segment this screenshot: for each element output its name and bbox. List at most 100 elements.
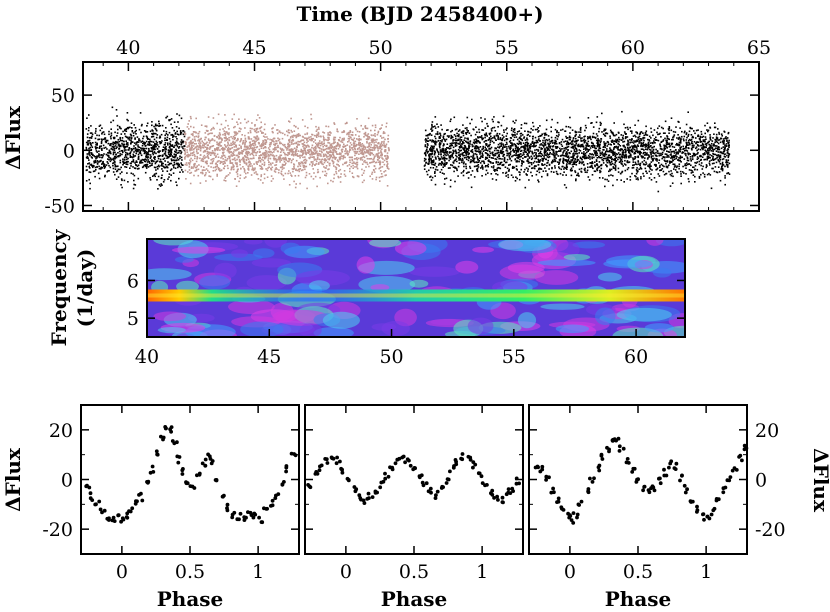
lightcurve-point — [703, 176, 706, 178]
lightcurve-point — [475, 140, 478, 142]
lightcurve-point — [242, 150, 245, 153]
lightcurve-point — [368, 158, 370, 160]
lightcurve-point — [223, 132, 226, 135]
lightcurve-point — [698, 160, 701, 163]
lightcurve-point — [346, 151, 348, 153]
lightcurve-point — [190, 125, 192, 128]
lightcurve-point — [278, 131, 281, 133]
lightcurve-point — [141, 140, 144, 142]
lightcurve-point — [262, 135, 265, 138]
lightcurve-point — [345, 162, 347, 164]
lightcurve-point — [287, 152, 289, 154]
lightcurve-point — [112, 171, 115, 173]
lightcurve-point — [532, 162, 535, 164]
lightcurve-point — [263, 161, 266, 164]
lightcurve-point — [621, 163, 623, 166]
lightcurve-point — [327, 134, 329, 136]
lightcurve-point — [646, 152, 648, 154]
lightcurve-point — [165, 116, 167, 119]
lightcurve-point — [689, 158, 692, 160]
lightcurve-point — [592, 144, 595, 146]
lightcurve-point — [638, 150, 640, 153]
lightcurve-point — [591, 157, 593, 160]
lightcurve-xlabel: Time (BJD 2458400+) — [296, 2, 543, 26]
lightcurve-point — [323, 161, 326, 164]
lightcurve-point — [311, 139, 313, 142]
lightcurve-point — [122, 140, 125, 143]
lightcurve-point — [216, 153, 219, 156]
lightcurve-point — [125, 145, 128, 148]
lightcurve-point — [327, 168, 329, 171]
lightcurve-point — [349, 136, 351, 138]
lightcurve-point — [88, 114, 90, 116]
lightcurve-point — [134, 147, 137, 149]
lightcurve-point — [336, 144, 339, 147]
lightcurve-point — [240, 146, 242, 148]
lightcurve-point — [359, 143, 361, 146]
lightcurve-point — [238, 127, 241, 130]
lightcurve-point — [96, 155, 98, 157]
lightcurve-point — [127, 142, 129, 144]
lightcurve-point — [603, 144, 606, 147]
lightcurve-point — [490, 173, 493, 175]
lightcurve-point — [709, 144, 712, 147]
lightcurve-point — [225, 139, 228, 142]
lightcurve-point — [271, 166, 274, 169]
lightcurve-point — [180, 152, 182, 155]
lightcurve-point — [351, 131, 354, 134]
lightcurve-point — [143, 142, 145, 145]
lightcurve-point — [436, 132, 439, 135]
lightcurve-point — [721, 168, 724, 170]
lightcurve-point — [310, 161, 313, 163]
lightcurve-point — [571, 129, 574, 131]
lightcurve-point — [155, 161, 157, 163]
lightcurve-point — [452, 140, 454, 142]
lightcurve-point — [672, 130, 675, 133]
lightcurve-point — [234, 159, 237, 162]
lightcurve-point — [363, 156, 366, 159]
lightcurve-point — [263, 153, 266, 155]
lightcurve-point — [89, 164, 91, 166]
lightcurve-point — [666, 135, 668, 137]
lightcurve-point — [249, 131, 252, 134]
lightcurve-point — [687, 147, 690, 149]
lightcurve-point — [120, 145, 122, 148]
lightcurve-point — [237, 123, 239, 126]
lightcurve-point — [152, 148, 155, 151]
lightcurve-point — [252, 169, 255, 172]
lightcurve-point — [154, 123, 157, 126]
lightcurve-point — [540, 147, 543, 149]
lightcurve-point — [243, 148, 245, 151]
lightcurve-point — [256, 163, 258, 165]
lightcurve-point — [728, 162, 731, 165]
lightcurve-point — [216, 161, 219, 163]
lightcurve-point — [220, 138, 223, 140]
lightcurve-point — [489, 141, 492, 143]
lightcurve-point — [295, 136, 297, 139]
lightcurve-point — [533, 151, 536, 154]
lightcurve-point — [163, 157, 166, 160]
lightcurve-point — [213, 127, 215, 130]
lightcurve-point — [149, 162, 151, 164]
lightcurve-point — [227, 141, 229, 144]
lightcurve-point — [272, 131, 274, 134]
lightcurve-point — [175, 126, 178, 128]
lightcurve-point — [711, 167, 713, 170]
lightcurve-point — [370, 129, 372, 132]
lightcurve-point — [468, 147, 470, 149]
lightcurve-point — [148, 147, 150, 150]
lightcurve-point — [218, 142, 221, 145]
lightcurve-point — [188, 143, 191, 146]
lightcurve-point — [368, 148, 370, 150]
lightcurve-point — [322, 155, 325, 158]
lightcurve-point — [140, 162, 142, 164]
lightcurve-point — [537, 141, 539, 144]
lightcurve-point — [265, 154, 267, 156]
lightcurve-point — [650, 155, 653, 157]
lightcurve-point — [242, 156, 245, 159]
lightcurve-point — [661, 151, 664, 154]
lightcurve-point — [728, 139, 730, 142]
lightcurve-point — [137, 168, 139, 170]
lightcurve-point — [204, 132, 207, 134]
lightcurve-point — [356, 167, 359, 170]
